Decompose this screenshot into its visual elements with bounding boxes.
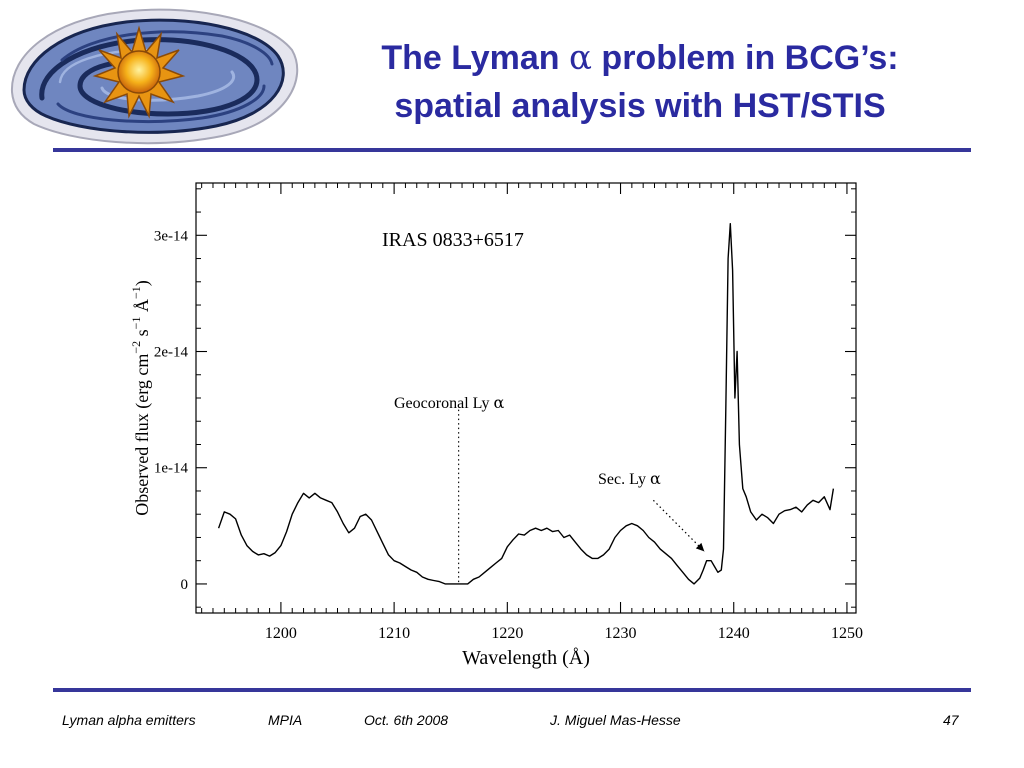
alpha-symbol: α <box>494 393 505 412</box>
slide-title-line-2: spatial analysis with HST/STIS <box>394 87 886 125</box>
x-axis-label: Wavelength (Å) <box>462 647 590 669</box>
annotation-text: Sec. Ly <box>598 471 646 488</box>
logo-spiral-arm <box>60 30 274 66</box>
annotation-text: Geocoronal Ly <box>394 395 490 412</box>
y-axis-label-part: Å <box>132 299 152 317</box>
x-tick-label: 1250 <box>831 625 863 642</box>
y-axis-label-superscript: −2 <box>129 341 143 354</box>
logo-spiral-arm <box>56 84 266 124</box>
x-tick-label: 1230 <box>605 625 637 642</box>
y-tick-label: 1e-14 <box>154 461 189 477</box>
arrowhead-icon <box>695 542 705 552</box>
alpha-symbol: α <box>650 469 661 488</box>
alpha-symbol: α <box>569 38 592 78</box>
sec-lya-arrow-line <box>652 499 705 552</box>
y-tick-labels: 0 1e-14 2e-14 3e-14 <box>154 228 189 593</box>
slide-title: The Lyman α problem in BCG’s: spatial an… <box>300 34 980 130</box>
footer-page-number: 47 <box>943 712 959 728</box>
title-divider <box>53 148 971 152</box>
y-axis-label: Observed flux (erg cm−2 s−1 Å−1) <box>129 280 153 515</box>
object-label: IRAS 0833+6517 <box>382 229 524 251</box>
plot-frame <box>195 182 857 614</box>
spectrum-line <box>217 223 835 585</box>
y-tick-label: 0 <box>181 577 189 593</box>
slide-footer: Lyman alpha emitters MPIA Oct. 6th 2008 … <box>0 712 1024 736</box>
sun-icon <box>92 25 186 119</box>
x-tick-labels: 1200 1210 1220 1230 1240 1250 <box>265 625 863 642</box>
galaxy-sun-logo <box>10 8 299 145</box>
y-axis-label-part: s <box>132 329 152 341</box>
footer-divider <box>53 688 971 692</box>
footer-date: Oct. 6th 2008 <box>364 712 449 728</box>
footer-author: J. Miguel Mas-Hesse <box>550 712 681 728</box>
footer-topic: Lyman alpha emitters <box>62 712 196 728</box>
slide-title-text: The Lyman <box>381 39 570 77</box>
y-axis-label-superscript: −1 <box>129 286 143 299</box>
slide-title-line-1: The Lyman α problem in BCG’s: <box>300 34 980 82</box>
spectrum-chart: 1200 1210 1220 1230 1240 1250 0 1e-14 2e-14 3e-1… <box>129 182 863 669</box>
y-axis-label-superscript: −1 <box>129 317 143 330</box>
slide-title-text: problem in BCG’s: <box>591 39 899 77</box>
y-tick-label: 3e-14 <box>154 228 189 244</box>
y-axis-label-part: Observed flux (erg cm <box>132 354 153 516</box>
x-tick-label: 1210 <box>378 625 410 642</box>
y-axis-label-part: ) <box>132 280 153 286</box>
x-tick-label: 1240 <box>718 625 750 642</box>
sec-lya-annotation: Sec. Ly α <box>598 469 661 488</box>
x-tick-label: 1200 <box>265 625 297 642</box>
x-tick-label: 1220 <box>491 625 523 642</box>
annotation-marks <box>458 409 705 584</box>
geocoronal-annotation: Geocoronal Ly α <box>394 393 505 412</box>
axis-ticks <box>196 183 856 613</box>
footer-institute: MPIA <box>268 712 303 728</box>
y-tick-label: 2e-14 <box>154 345 189 361</box>
